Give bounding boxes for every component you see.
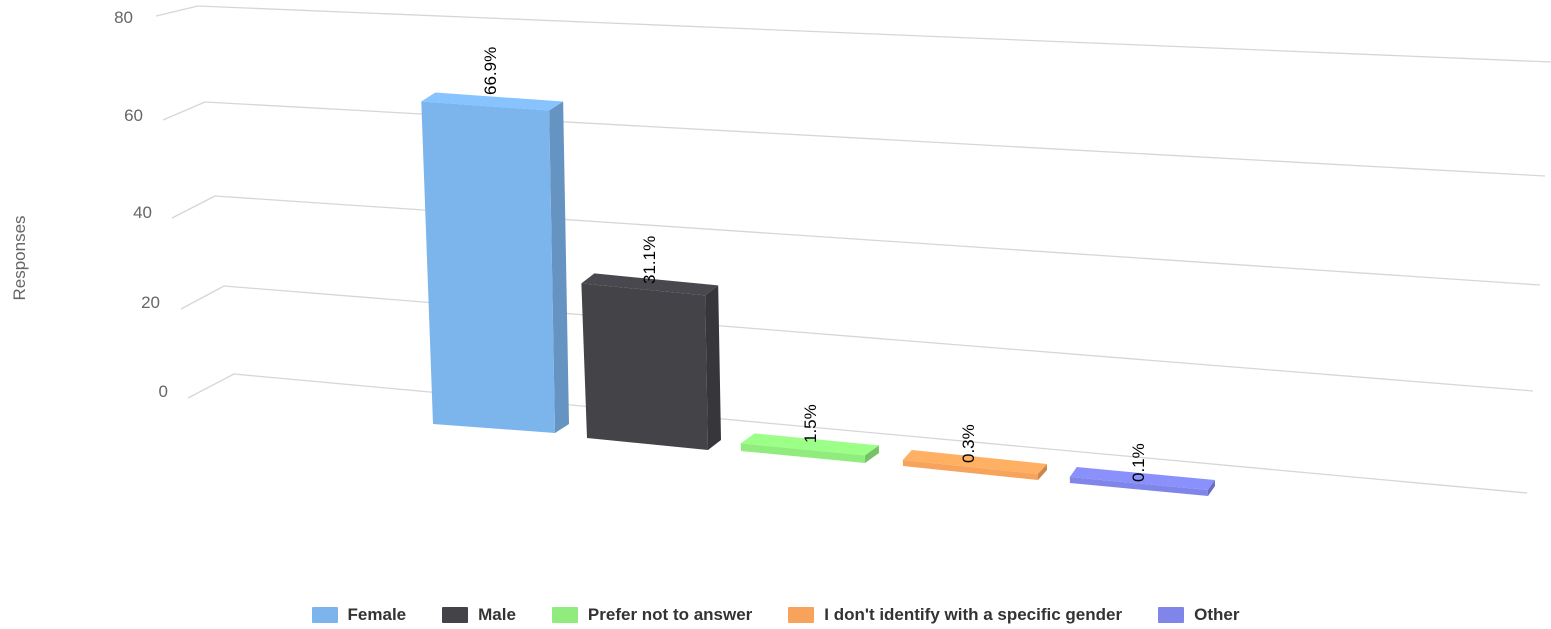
bar-top bbox=[421, 92, 564, 111]
bar-top bbox=[740, 433, 879, 456]
legend-item[interactable]: Prefer not to answer bbox=[551, 605, 753, 625]
gridline bbox=[223, 285, 1534, 392]
y-tick-label: 80 bbox=[114, 8, 133, 27]
gridline bbox=[197, 5, 1551, 63]
bar-prefer-not-to-answer[interactable] bbox=[740, 433, 879, 463]
bar-front bbox=[1069, 477, 1208, 496]
legend-swatch bbox=[311, 607, 338, 623]
legend-swatch bbox=[1158, 607, 1185, 623]
legend-swatch bbox=[442, 607, 469, 623]
y-axis-title: Responses bbox=[10, 215, 29, 300]
gridline bbox=[204, 101, 1546, 177]
y-tick-label: 40 bbox=[133, 203, 152, 222]
gridline-side bbox=[171, 195, 216, 219]
bar-male[interactable] bbox=[581, 273, 721, 450]
grid-lines bbox=[155, 5, 1551, 494]
bar-front bbox=[902, 460, 1038, 480]
legend-item[interactable]: Other bbox=[1158, 605, 1239, 625]
bar-top bbox=[1069, 467, 1215, 490]
bar-side bbox=[705, 285, 721, 450]
bar-other[interactable] bbox=[1069, 467, 1215, 496]
gridline-side bbox=[180, 285, 225, 310]
legend-item[interactable]: Male bbox=[442, 605, 516, 625]
bar-side bbox=[1207, 480, 1215, 496]
bar-i-don-t-identify-with-a-specific-gender[interactable] bbox=[902, 450, 1047, 480]
data-label: 31.1% bbox=[640, 236, 659, 284]
y-tick-label: 20 bbox=[141, 293, 160, 312]
data-label: 1.5% bbox=[801, 404, 820, 443]
legend-label: Male bbox=[478, 605, 516, 624]
legend-swatch bbox=[551, 607, 578, 623]
data-label: 0.3% bbox=[959, 424, 978, 463]
legend-swatch bbox=[788, 607, 815, 623]
legend-label: Other bbox=[1194, 605, 1240, 624]
gridline-side bbox=[155, 5, 199, 17]
gridline-side bbox=[162, 101, 206, 121]
bar-side bbox=[864, 445, 879, 463]
legend-label: I don't identify with a specific gender bbox=[824, 605, 1123, 624]
bar-front bbox=[581, 283, 708, 450]
legend-label: Prefer not to answer bbox=[587, 605, 753, 624]
bar-top bbox=[902, 450, 1047, 474]
legend-item[interactable]: I don't identify with a specific gender bbox=[788, 605, 1122, 625]
gridline-side bbox=[187, 373, 235, 399]
gridline bbox=[233, 373, 1528, 494]
y-tick-label: 0 bbox=[159, 382, 168, 401]
bar-female[interactable] bbox=[421, 92, 569, 434]
bar-side bbox=[549, 101, 569, 434]
y-tick-label: 60 bbox=[124, 106, 143, 125]
legend: Female Male Prefer not to answer I don't id… bbox=[0, 601, 1551, 629]
data-labels: 66.9% 31.1% 1.5% 0.3% 0.1% bbox=[481, 47, 1148, 482]
bar-top bbox=[581, 273, 719, 296]
data-label: 0.1% bbox=[1129, 443, 1148, 482]
y-axis-ticks: 0 20 40 60 80 bbox=[114, 8, 168, 401]
bar-front bbox=[421, 101, 555, 434]
data-label: 66.9% bbox=[481, 47, 500, 95]
bar-front bbox=[740, 443, 865, 463]
bars bbox=[421, 92, 1215, 496]
legend-item[interactable]: Female bbox=[311, 605, 407, 625]
gridline bbox=[214, 195, 1541, 286]
legend-label: Female bbox=[347, 605, 407, 624]
bar-side bbox=[1037, 464, 1047, 480]
